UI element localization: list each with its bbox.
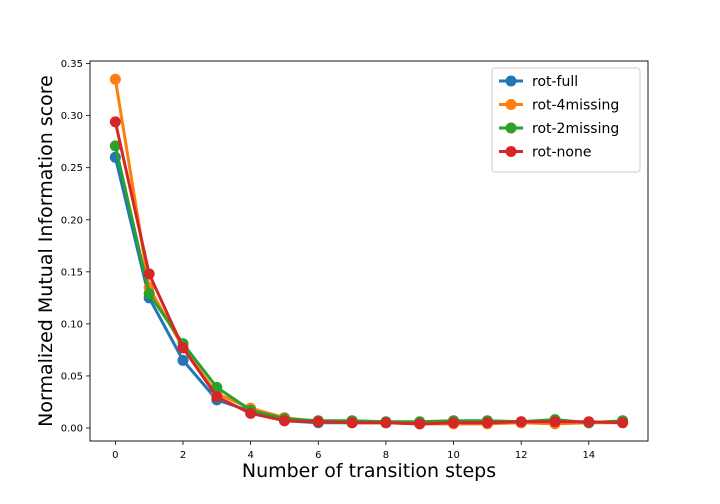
data-point-rot-none	[583, 416, 595, 428]
y-axis-ticks: 0.00 0.05 0.10 0.15 0.20 0.25 0.30 0.35	[61, 59, 90, 434]
data-point-rot-2missing	[109, 140, 121, 152]
data-point-rot-none	[278, 415, 290, 427]
legend-marker-swatch	[505, 122, 517, 134]
series-rot-none	[109, 116, 629, 430]
legend-entry: rot-none	[499, 145, 591, 161]
x-axis-label: Number of transition steps	[242, 460, 496, 482]
legend-label: rot-none	[532, 145, 591, 161]
x-tick-label: 6	[315, 450, 321, 461]
y-tick-label: 0.20	[61, 215, 83, 226]
legend-label: rot-4missing	[532, 98, 619, 114]
data-point-rot-full	[177, 354, 189, 366]
y-tick-label: 0.25	[61, 163, 83, 174]
data-point-rot-none	[448, 417, 460, 429]
data-point-rot-none	[414, 418, 426, 430]
data-point-rot-none	[312, 416, 324, 428]
y-tick-label: 0.15	[61, 267, 83, 278]
y-tick-label: 0.00	[61, 423, 83, 434]
data-point-rot-none	[380, 417, 392, 429]
legend-entry: rot-full	[499, 74, 578, 90]
legend-entry: rot-4missing	[499, 98, 619, 114]
y-tick-label: 0.35	[61, 59, 83, 70]
legend: rot-full rot-4missing rot-2missing rot-none	[491, 67, 641, 173]
x-tick-label: 0	[112, 450, 118, 461]
y-tick-label: 0.05	[61, 371, 83, 382]
x-tick-label: 10	[447, 450, 460, 461]
legend-marker-swatch	[505, 75, 517, 87]
legend-marker-swatch	[505, 99, 517, 110]
data-point-rot-none	[346, 417, 358, 429]
data-point-rot-none	[481, 417, 493, 429]
x-tick-label: 12	[515, 450, 528, 461]
data-point-rot-none	[143, 268, 155, 280]
series-line-rot-none	[113, 120, 625, 426]
x-tick-label: 14	[582, 450, 595, 461]
data-point-rot-none	[109, 116, 121, 128]
y-tick-label: 0.30	[61, 111, 83, 122]
legend-entry: rot-2missing	[499, 121, 619, 137]
legend-marker-swatch	[505, 146, 517, 157]
legend-label: rot-2missing	[532, 121, 619, 137]
data-point-rot-2missing	[143, 288, 155, 300]
series-layer	[109, 73, 629, 430]
x-tick-label: 8	[383, 450, 389, 461]
plot-frame	[89, 60, 649, 442]
x-axis-ticks: 0 2 4 6 8 10 12 14	[112, 441, 595, 461]
data-point-rot-none	[617, 417, 629, 429]
x-tick-label: 4	[247, 450, 253, 461]
y-tick-label: 0.10	[61, 319, 83, 330]
data-point-rot-none	[245, 407, 257, 419]
data-point-rot-none	[515, 416, 527, 428]
x-tick-label: 2	[180, 450, 186, 461]
data-point-rot-4missing	[109, 73, 121, 85]
data-point-rot-none	[177, 342, 189, 354]
data-point-rot-none	[549, 416, 561, 428]
data-point-rot-none	[211, 391, 223, 403]
legend-label: rot-full	[532, 74, 578, 90]
legend-box	[491, 67, 641, 173]
y-axis-label: Normalized Mutual Information score	[35, 75, 57, 427]
